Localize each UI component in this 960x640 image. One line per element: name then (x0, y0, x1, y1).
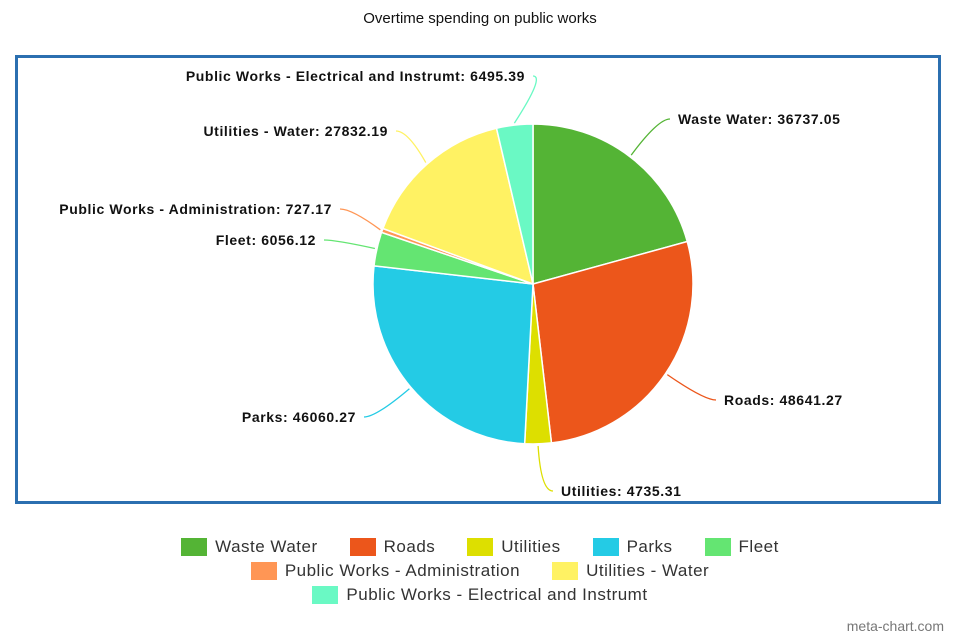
legend-label: Parks (626, 537, 673, 556)
slice-connector (630, 118, 671, 156)
legend-item[interactable]: Roads (349, 537, 436, 557)
legend-item[interactable]: Public Works - Electrical and Instrumt (312, 585, 647, 605)
legend-swatch (592, 538, 619, 556)
legend-row: Public Works - Administration Utilities -… (0, 559, 960, 583)
watermark: meta-chart.com (846, 618, 944, 634)
legend-label: Fleet (738, 537, 779, 556)
pie-slice-public-works-electrical-and-instrumt[interactable] (495, 123, 534, 285)
legend-row: Waste Water Roads Utilities Parks Fleet (0, 535, 960, 559)
slice-connector (339, 208, 381, 231)
legend-label: Public Works - Administration (284, 561, 521, 580)
legend-label: Waste Water (215, 537, 318, 556)
legend-swatch (250, 562, 277, 580)
legend: Waste Water Roads Utilities Parks Fleet Publ… (0, 535, 960, 607)
plot-frame: Waste Water: 36737.05 Roads: 48641.27 Util… (15, 55, 941, 504)
legend-label: Public Works - Electrical and Instrumt (346, 585, 648, 604)
legend-swatch (467, 538, 494, 556)
pie-slice-waste-water[interactable] (532, 123, 689, 285)
slice-connector (363, 388, 410, 418)
legend-item[interactable]: Utilities (467, 537, 560, 557)
legend-item[interactable]: Waste Water (181, 537, 317, 557)
legend-item[interactable]: Public Works - Administration (250, 561, 521, 581)
legend-swatch (181, 538, 208, 556)
legend-swatch (349, 538, 376, 556)
legend-swatch (704, 538, 731, 556)
legend-item[interactable]: Parks (592, 537, 673, 557)
slice-connector (323, 239, 376, 250)
chart-title: Overtime spending on public works (363, 10, 597, 27)
slice-data-label: Roads: 48641.27 (724, 392, 843, 408)
legend-row: Public Works - Electrical and Instrumt (0, 583, 960, 607)
slice-data-label: Utilities - Water: 27832.19 (203, 123, 388, 139)
pie-slice-roads[interactable] (532, 240, 694, 444)
slice-connector (537, 445, 554, 492)
slice-data-label: Waste Water: 36737.05 (678, 111, 841, 127)
slice-data-label: Public Works - Electrical and Instrumt: … (186, 68, 525, 84)
slice-data-label: Utilities: 4735.31 (561, 483, 682, 499)
legend-swatch (552, 562, 579, 580)
legend-label: Utilities (501, 537, 561, 556)
legend-label: Roads (383, 537, 436, 556)
slice-connector (395, 130, 427, 163)
slice-data-label: Public Works - Administration: 727.17 (59, 201, 332, 217)
slice-data-label: Parks: 46060.27 (242, 409, 356, 425)
pie-slice-utilities-water[interactable] (381, 127, 535, 286)
legend-label: Utilities - Water (586, 561, 710, 580)
slice-connector (513, 75, 537, 124)
legend-item[interactable]: Fleet (704, 537, 779, 557)
slice-data-label: Fleet: 6056.12 (216, 232, 316, 248)
pie-chart: Waste Water: 36737.05 Roads: 48641.27 Util… (59, 68, 843, 499)
slice-connector (666, 374, 717, 401)
legend-swatch (312, 586, 339, 604)
legend-item[interactable]: Utilities - Water (552, 561, 709, 581)
pie-slice-parks[interactable] (372, 264, 534, 445)
